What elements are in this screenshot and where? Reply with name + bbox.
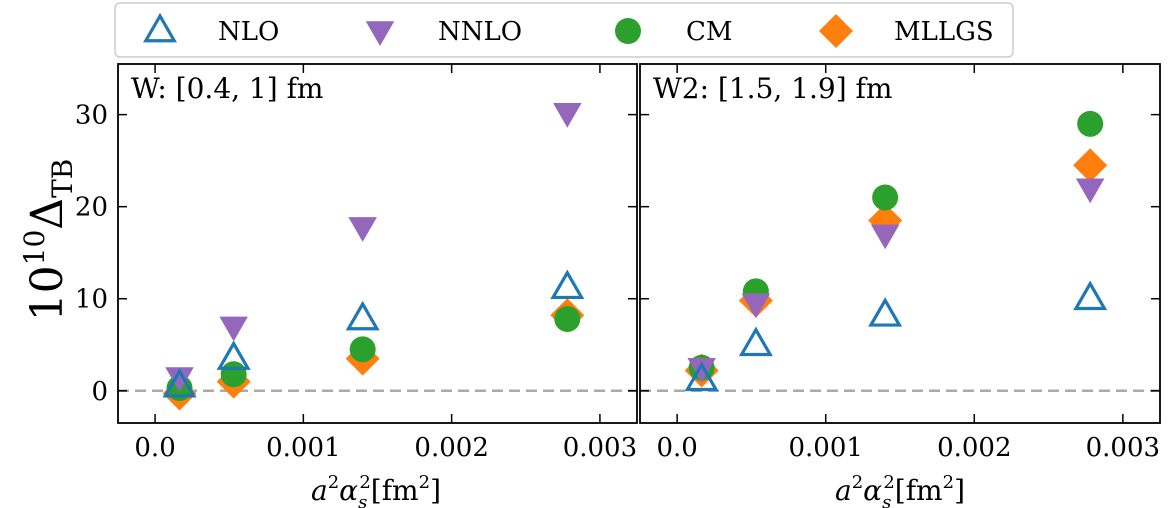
y-tick-label: 10 (75, 285, 108, 315)
data-point-nlo (868, 297, 903, 327)
ylabel-base: 10 (22, 265, 73, 321)
x-tick-label: 0.002 (937, 433, 1011, 463)
legend-label-mllgs: MLLGS (894, 17, 994, 47)
panel-label: W2: [1.5, 1.9] fm (653, 72, 892, 105)
data-point-cm (349, 336, 376, 363)
legend-label-nnlo: NNLO (438, 17, 522, 47)
data-point-nnlo (219, 316, 248, 342)
xlabel-a: a (311, 474, 328, 507)
data-point-nlo (216, 340, 251, 370)
ylabel-delta: Δ (22, 198, 73, 230)
legend: NLO NNLO CM MLLGS (114, 2, 1014, 58)
data-point-nlo (550, 269, 585, 300)
xlabel-unit-close: ] (430, 474, 441, 507)
legend-marker-cm (615, 18, 641, 44)
xlabel-a-exp: 2 (328, 472, 339, 493)
y-tick-label: 20 (75, 193, 108, 223)
data-point-nlo (162, 367, 197, 398)
data-point-nlo (1073, 280, 1108, 311)
xlabel-alpha-sub: s (882, 492, 891, 508)
panel-frame (639, 63, 1161, 424)
data-point-nlo (738, 326, 773, 357)
plot-area (118, 64, 637, 423)
y-tick-label: 30 (75, 101, 108, 131)
xlabel-alpha-exp: 2 (883, 472, 894, 493)
x-tick-label: 0.003 (1086, 433, 1160, 463)
data-point-nnlo (553, 103, 582, 128)
legend-marker-nlo (142, 12, 178, 43)
data-point-cm (1077, 110, 1104, 137)
data-point-nnlo (1075, 178, 1105, 204)
ylabel-exponent: 10 (18, 230, 51, 266)
data-point-mllgs (1073, 148, 1108, 183)
xlabel-alpha-exp: 2 (359, 472, 370, 493)
legend-entry-nlo: NLO (142, 12, 279, 47)
xlabel-unit-open: [fm (895, 474, 943, 507)
legend-label-nlo: NLO (218, 17, 279, 47)
panel-frame (117, 63, 638, 424)
x-tick-label: 0.0 (134, 433, 175, 463)
data-point-nlo (345, 300, 380, 331)
x-axis-label-right: a2αs2[fm2] (835, 472, 965, 508)
plot-area (640, 64, 1160, 423)
ylabel-subscript: TB (46, 159, 79, 198)
legend-frame (114, 2, 1014, 58)
panel-w2: 0.0 0.001 0.002 0.003 W2: [1.5, 1.9] fm (639, 63, 1161, 463)
y-tick-label: 0 (91, 377, 108, 407)
legend-marker-mllgs (819, 14, 853, 48)
y-axis-label: 1010ΔTB (18, 159, 79, 322)
panel-w: 0.0 0.001 0.002 0.003 0 10 20 30 W: [0.4, 1] fm (75, 63, 638, 463)
x-tick-label: 0.001 (788, 433, 862, 463)
data-point-nnlo (687, 358, 716, 383)
xlabel-unit-close: ] (954, 474, 965, 507)
xlabel-alpha: α (339, 474, 358, 507)
data-point-cm (872, 184, 899, 211)
xlabel-unit-open: [fm (371, 474, 419, 507)
data-point-cm (220, 361, 247, 388)
data-point-nnlo (165, 367, 194, 392)
xlabel-alpha-sub: s (358, 492, 367, 508)
xlabel-unit-exp: 2 (943, 472, 954, 493)
legend-label-cm: CM (686, 17, 733, 47)
x-axis-label-left: a2αs2[fm2] (311, 472, 441, 508)
data-point-nnlo (741, 293, 771, 319)
data-point-nlo (684, 361, 719, 392)
x-tick-label: 0.0 (656, 433, 697, 463)
legend-entry-nnlo: NNLO (365, 17, 522, 47)
legend-entry-cm: CM (615, 17, 733, 47)
legend-entry-mllgs: MLLGS (819, 14, 994, 48)
data-point-nnlo (348, 217, 377, 242)
xlabel-a-exp: 2 (852, 472, 863, 493)
legend-marker-nnlo (365, 21, 395, 46)
xlabel-unit-exp: 2 (419, 472, 430, 493)
svg-text:a2αs2[fm2]: a2αs2[fm2] (311, 472, 441, 508)
x-tick-label: 0.002 (414, 433, 488, 463)
x-tick-label: 0.003 (563, 433, 637, 463)
xlabel-alpha: α (863, 474, 882, 507)
data-point-cm (554, 305, 581, 332)
panel-label: W: [0.4, 1] fm (131, 72, 324, 105)
data-point-nnlo (870, 224, 900, 250)
x-tick-label: 0.001 (266, 433, 340, 463)
xlabel-a: a (835, 474, 852, 507)
svg-text:a2αs2[fm2]: a2αs2[fm2] (835, 472, 965, 508)
svg-text:1010ΔTB: 1010ΔTB (18, 159, 79, 322)
